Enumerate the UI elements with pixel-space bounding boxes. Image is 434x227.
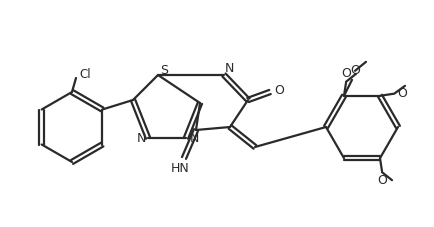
Text: N: N	[136, 133, 146, 146]
Text: N: N	[224, 62, 233, 76]
Text: O: O	[341, 67, 351, 80]
Text: S: S	[160, 64, 168, 77]
Text: N: N	[189, 133, 199, 146]
Text: O: O	[397, 87, 407, 100]
Text: Cl: Cl	[79, 67, 91, 81]
Text: O: O	[274, 84, 284, 96]
Text: O: O	[350, 64, 360, 77]
Text: O: O	[377, 174, 387, 187]
Text: HN: HN	[171, 161, 189, 175]
